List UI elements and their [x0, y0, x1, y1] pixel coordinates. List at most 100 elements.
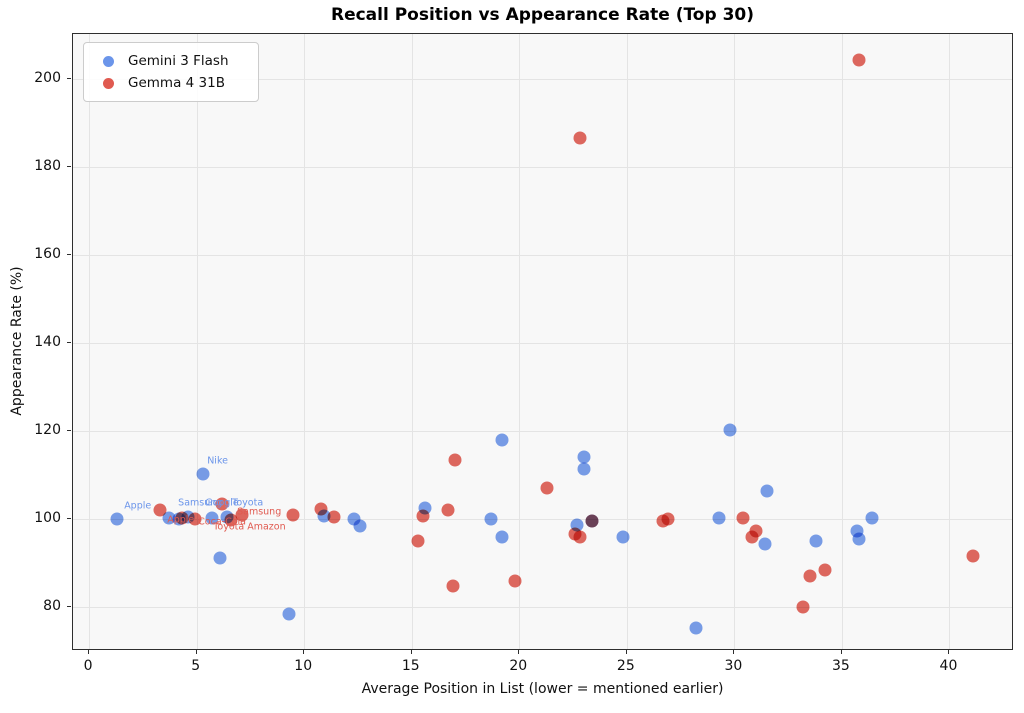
x-tick-label: 15	[401, 658, 420, 674]
x-gridline	[626, 34, 628, 649]
y-gridline	[73, 430, 1012, 432]
x-tick-label: 10	[294, 658, 313, 674]
scatter-point-gemini-3-flash	[495, 433, 509, 447]
scatter-point-gemini-3-flash	[577, 462, 591, 476]
scatter-point-gemma-4-31b	[153, 503, 167, 517]
brand-annotation: Apple	[167, 514, 195, 526]
scatter-point-gemini-3-flash	[723, 423, 737, 437]
scatter-point-gemma-4-31b	[736, 511, 750, 525]
x-gridline	[519, 34, 521, 649]
legend-marker-icon	[103, 55, 114, 67]
scatter-point-gemma-4-31b	[966, 549, 980, 563]
scatter-point-gemma-4-31b	[508, 574, 522, 588]
y-gridline	[73, 342, 1012, 344]
x-tick-label: 20	[509, 658, 528, 674]
scatter-point-gemma-4-31b	[573, 131, 587, 145]
brand-annotation: Samsung	[237, 506, 282, 518]
x-tick-label: 35	[832, 658, 850, 674]
scatter-point-gemma-4-31b	[416, 509, 429, 523]
scatter-point-gemma-4-31b	[411, 534, 425, 548]
y-tick-label: 140	[34, 333, 61, 350]
scatter-point-gemma-4-31b	[215, 497, 229, 511]
legend: Gemini 3 Flash Gemma 4 31B	[83, 42, 259, 102]
y-tick-label: 80	[43, 597, 61, 614]
scatter-point-gemma-4-31b	[448, 453, 462, 467]
brand-annotation: Toyota	[213, 521, 245, 533]
scatter-point-gemma-4-31b	[749, 524, 763, 538]
brand-annotation: Samsung	[178, 497, 223, 509]
y-tick	[67, 517, 71, 519]
plot-area: Apple Samsung Google Toyota Nike Apple Coca-Co…	[72, 33, 1013, 650]
brand-annotation: Google	[205, 497, 239, 509]
x-tick	[88, 650, 90, 654]
legend-label: Gemma 4 31B	[128, 75, 225, 91]
y-tick-label: 160	[34, 245, 61, 262]
scatter-point-gemma-4-31b	[796, 600, 810, 614]
y-gridline	[73, 166, 1012, 168]
x-axis-label: Average Position in List (lower = mentio…	[361, 681, 724, 697]
scatter-point-gemini-3-flash	[495, 530, 509, 544]
x-gridline	[411, 34, 413, 649]
y-tick-label: 200	[34, 69, 61, 86]
scatter-point-gemini-3-flash	[110, 512, 124, 526]
scatter-point-gemini-3-flash	[712, 511, 726, 525]
legend-entry-gemini-3-flash: Gemini 3 Flash	[94, 50, 248, 72]
brand-annotation: Amazon	[247, 521, 286, 533]
scatter-point-gemma-4-31b	[852, 53, 866, 67]
x-tick-label: 30	[724, 658, 743, 674]
y-tick	[67, 77, 71, 79]
scatter-point-gemini-3-flash	[577, 450, 591, 464]
y-tick-label: 180	[34, 157, 61, 174]
y-tick	[67, 253, 71, 255]
x-gridline	[949, 34, 951, 649]
y-tick	[67, 165, 71, 167]
brand-annotation: Nike	[207, 455, 228, 467]
scatter-point-gemma-4-31b	[446, 579, 460, 593]
y-tick	[67, 341, 71, 343]
scatter-point-gemma-4-31b	[175, 511, 189, 525]
y-tick	[67, 429, 71, 431]
scatter-point-gemini-3-flash	[865, 511, 879, 525]
y-tick-label: 120	[34, 421, 61, 438]
scatter-point-gemma-4-31b	[573, 530, 587, 544]
legend-marker-icon	[103, 77, 114, 89]
y-tick-label: 100	[34, 509, 61, 526]
x-tick	[948, 650, 950, 654]
y-gridline	[73, 78, 1012, 80]
scatter-point-gemini-3-flash	[689, 621, 703, 635]
scatter-point-gemma-4-31b	[540, 481, 554, 495]
legend-entry-gemma-4-31b: Gemma 4 31B	[94, 72, 248, 94]
scatter-point-gemini-3-flash	[196, 467, 210, 481]
chart-title: Recall Position vs Appearance Rate (Top …	[330, 5, 755, 25]
scatter-point-gemini-3-flash	[616, 530, 630, 544]
scatter-point-gemma-4-31b	[818, 563, 832, 577]
x-gridline	[89, 34, 91, 649]
scatter-point-gemini-3-flash	[282, 607, 296, 621]
scatter-point-gemma-4-31b	[585, 514, 599, 528]
x-gridline	[734, 34, 736, 649]
scatter-point-gemma-4-31b	[441, 503, 455, 517]
x-gridline	[196, 34, 198, 649]
scatter-point-gemma-4-31b	[286, 508, 300, 522]
scatter-point-gemma-4-31b	[661, 512, 675, 526]
brand-annotation: Toyota	[232, 497, 264, 509]
x-gridline	[841, 34, 843, 649]
scatter-point-gemma-4-31b	[188, 512, 202, 526]
scatter-point-gemma-4-31b	[224, 513, 238, 527]
x-tick-label: 5	[191, 658, 201, 674]
scatter-point-gemini-3-flash	[213, 551, 227, 565]
legend-label: Gemini 3 Flash	[128, 53, 229, 69]
x-tick-label: 40	[939, 658, 958, 674]
x-tick	[518, 650, 520, 654]
brand-annotation: Apple	[124, 500, 152, 512]
scatter-point-gemini-3-flash	[162, 511, 176, 525]
x-tick	[303, 650, 305, 654]
scatter-point-gemini-3-flash	[758, 537, 771, 551]
y-gridline	[73, 606, 1012, 608]
scatter-point-gemini-3-flash	[353, 519, 367, 533]
scatter-point-gemma-4-31b	[327, 510, 341, 524]
x-tick	[840, 650, 842, 654]
scatter-point-gemini-3-flash	[852, 532, 866, 546]
x-tick	[733, 650, 735, 654]
